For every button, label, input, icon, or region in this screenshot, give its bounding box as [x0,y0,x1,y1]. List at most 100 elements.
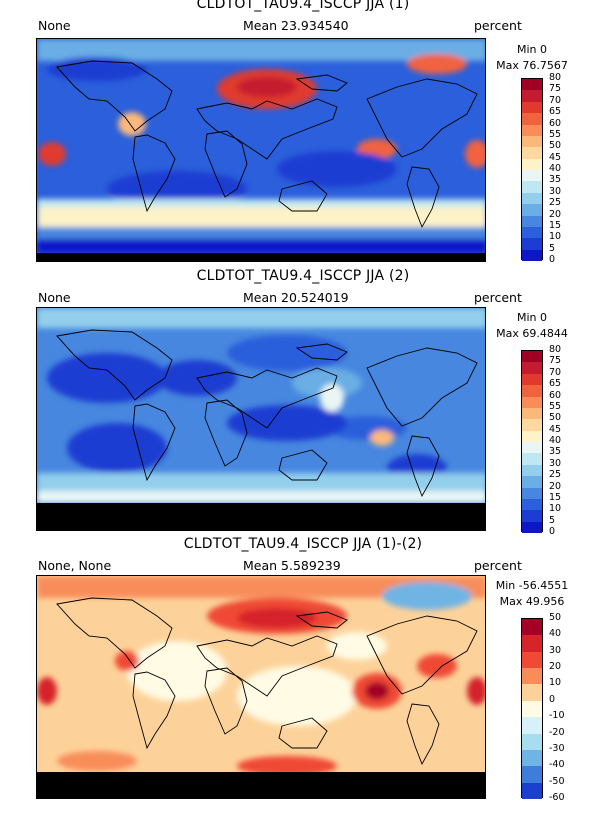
colorbar-tick-label: -40 [549,759,565,771]
colorbar-tick-label: 55 [549,128,562,140]
colorbar-swatch [522,385,542,397]
colorbar-swatch [522,651,542,669]
colorbar-swatch [522,766,542,783]
colorbar-swatch [522,619,542,636]
colorbar-tick-label: 5 [549,514,556,526]
colorbar-swatch [522,782,542,799]
min-label: Min 0 [516,43,547,56]
colorbar-swatch [522,181,542,193]
panel-title: CLDTOT_TAU9.4_ISCCP JJA (1) [196,0,410,12]
colorbar-swatch [522,170,542,182]
colorbar-tick-label: 35 [549,446,562,458]
colorbar-swatch [522,158,542,170]
colorbar-swatch [522,733,542,750]
map-field-2 [37,308,485,530]
colorbar-swatch [522,226,542,239]
colorbar-swatch [522,521,542,533]
map-plot [36,575,486,799]
colorbar-tick-label: 50 [549,412,562,424]
colorbar-swatch [522,215,542,227]
colorbar-tick-label: 45 [549,151,562,163]
colorbar [521,350,543,533]
colorbar-swatch [522,124,542,136]
colorbar-swatch [522,419,542,431]
colorbar-swatch [522,476,542,488]
colorbar-swatch [522,238,542,250]
min-max-stats: Min 0 Max 76.7567 [492,42,572,74]
colorbar-tick-label: 40 [549,163,562,174]
colorbar-tick-label: -50 [549,775,565,787]
colorbar-tick-label: 75 [549,355,562,367]
colorbar-tick-label: 0 [549,526,556,537]
map-plot [36,307,486,531]
colorbar-tick-label: 65 [549,378,562,390]
colorbar-swatch [522,717,542,734]
colorbar-swatch [522,135,542,148]
colorbar-tick-label: 65 [549,106,562,118]
colorbar-swatch [522,249,542,261]
units-label: percent [474,18,522,33]
panel-title: CLDTOT_TAU9.4_ISCCP JJA (2) [196,268,410,284]
colorbar-swatch [522,487,542,499]
colorbar-tick-label: 30 [549,644,562,656]
mean-label: Mean 5.589239 [243,558,341,573]
colorbar-swatch [522,498,542,511]
colorbar-tick-label: 10 [549,503,562,515]
colorbar-tick-label: -60 [549,792,565,803]
colorbar-tick-label: -10 [549,710,565,722]
colorbar-tick-label: 35 [549,174,562,186]
max-label: Max 76.7567 [496,59,568,72]
colorbar-tick-label: 15 [549,219,562,231]
colorbar-tick-label: 20 [549,208,562,220]
panel-model-2: CLDTOT_TAU9.4_ISCCP JJA (2) None Mean 20… [0,268,606,542]
colorbar-swatch [522,453,542,465]
colorbar-tick-label: 10 [549,677,562,689]
colorbar-tick-label: 30 [549,185,562,197]
colorbar-tick-label: 55 [549,400,562,412]
max-label: Max 69.4844 [496,327,568,340]
colorbar-tick-label: 5 [549,242,556,254]
colorbar-tick-label: 70 [549,94,562,106]
colorbar-tick-label: 30 [549,457,562,469]
units-label: percent [474,558,522,573]
map-plot [36,38,486,262]
colorbar-swatch [522,362,542,374]
colorbar-tick-label: 50 [549,140,562,152]
colorbar-tick-label: 45 [549,423,562,435]
panel-model-1: CLDTOT_TAU9.4_ISCCP JJA (1) None Mean 23… [0,0,606,270]
map-field-diff [37,576,485,798]
min-max-stats: Min 0 Max 69.4844 [492,310,572,342]
min-label: Min -56.4551 [495,579,569,592]
colorbar-swatch [522,464,542,477]
colorbar-swatch [522,90,542,102]
colorbar [521,78,543,261]
colorbar-tick-label: 20 [549,480,562,492]
colorbar-swatch [522,430,542,442]
left-label: None, None [38,558,112,573]
colorbar-tick-label: 0 [549,254,556,265]
colorbar-swatch [522,668,542,685]
mean-label: Mean 23.934540 [243,18,349,33]
colorbar-tick-label: 60 [549,117,562,129]
colorbar-swatch [522,113,542,125]
colorbar-swatch [522,147,542,159]
colorbar-swatch [522,635,542,652]
colorbar-swatch [522,101,542,114]
panel-title: CLDTOT_TAU9.4_ISCCP JJA (1)-(2) [183,536,423,552]
left-label: None [38,18,71,33]
colorbar-swatch [522,351,542,363]
colorbar-tick-label: 60 [549,389,562,401]
colorbar-tick-label: 70 [549,366,562,378]
colorbar-swatch [522,407,542,420]
max-label: Max 49.956 [499,595,565,608]
min-max-stats: Min -56.4551 Max 49.956 [492,578,572,610]
colorbar-tick-label: 80 [549,344,562,355]
colorbar-tick-label: 25 [549,469,562,481]
min-label: Min 0 [516,311,547,324]
colorbar-swatch [522,442,542,454]
units-label: percent [474,290,522,305]
colorbar-tick-label: 40 [549,628,562,640]
left-label: None [38,290,71,305]
colorbar-swatch [522,396,542,408]
colorbar-tick-label: 10 [549,231,562,243]
